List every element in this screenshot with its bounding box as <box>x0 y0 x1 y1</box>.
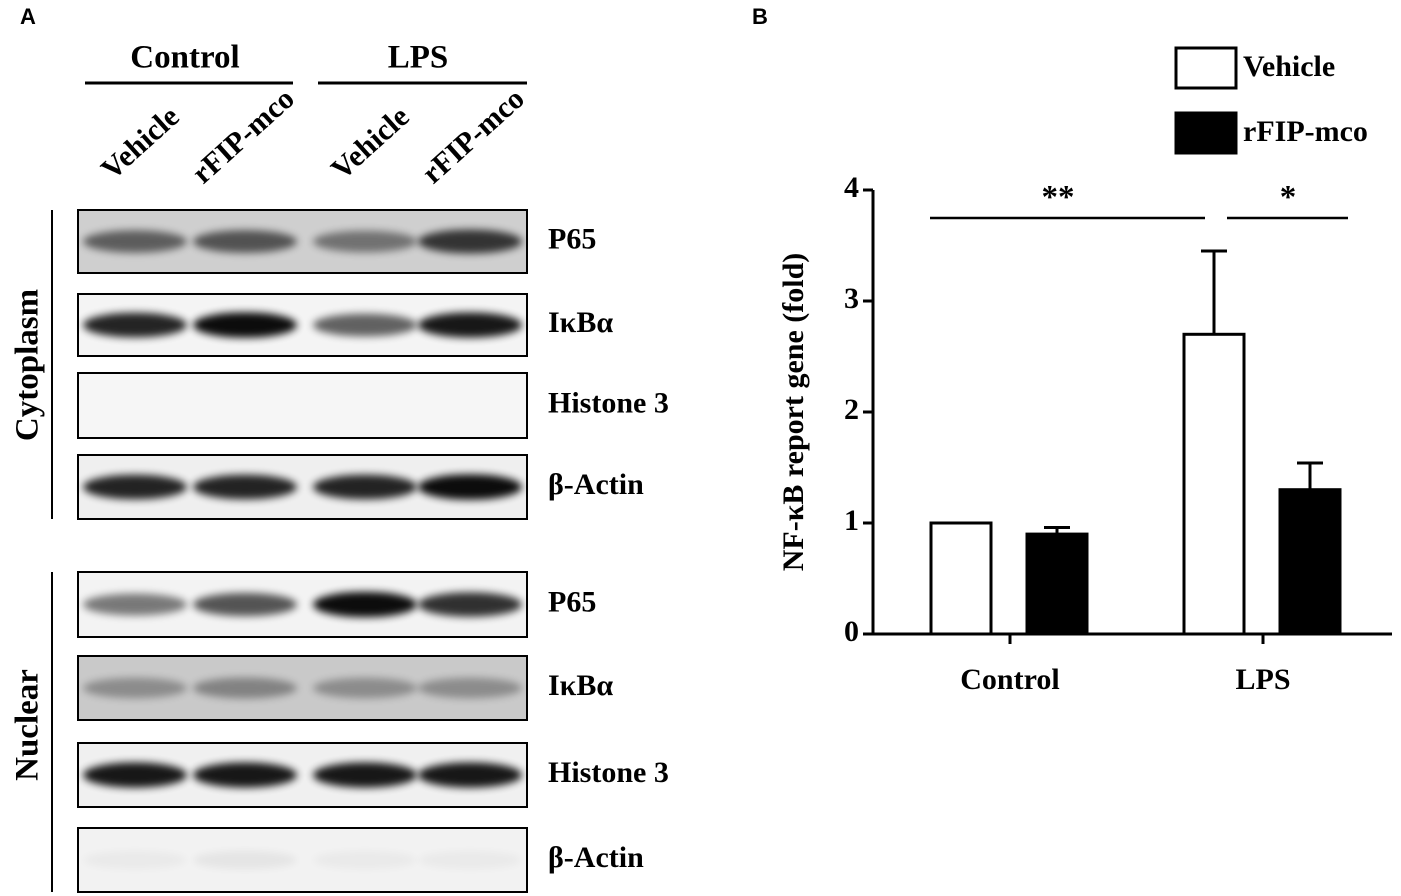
band <box>193 230 297 253</box>
lane-label: rFIP-mco <box>186 82 301 190</box>
band <box>193 474 297 500</box>
x-tick-label: LPS <box>1235 663 1290 696</box>
blot <box>77 372 528 439</box>
band <box>193 592 297 617</box>
bar <box>1182 332 1246 636</box>
band <box>313 313 417 337</box>
lane-label: rFIP-mco <box>416 82 531 190</box>
blot-label: P65 <box>548 222 596 255</box>
section-label: Nuclear <box>10 669 46 781</box>
band <box>193 762 297 788</box>
band <box>83 474 187 500</box>
blot-label: Histone 3 <box>548 756 669 789</box>
band <box>83 230 187 253</box>
blot-label: β-Actin <box>548 468 644 501</box>
significance: * <box>1280 180 1297 216</box>
band <box>313 591 417 618</box>
band <box>83 762 187 788</box>
bar <box>1025 532 1089 636</box>
band <box>193 677 297 699</box>
y-axis-label: NF-κB report gene (fold) <box>777 253 810 572</box>
legend-label: Vehicle <box>1243 50 1335 83</box>
band <box>193 850 297 870</box>
y-tick-label: 2 <box>844 393 859 426</box>
significance: ** <box>1042 180 1075 216</box>
lane-label: Vehicle <box>95 100 186 186</box>
blot-label: β-Actin <box>548 841 644 874</box>
band <box>313 230 417 253</box>
band <box>313 474 417 500</box>
band <box>418 229 522 254</box>
y-tick-label: 4 <box>844 171 859 204</box>
panel-label: B <box>752 4 768 29</box>
blot <box>77 827 528 893</box>
band <box>83 851 187 869</box>
lane-label: Vehicle <box>325 100 416 186</box>
band <box>83 312 187 338</box>
legend-swatch <box>1174 111 1238 155</box>
y-tick-label: 1 <box>844 504 859 537</box>
band <box>313 851 417 869</box>
group-label: LPS <box>388 40 449 76</box>
y-tick-label: 3 <box>844 282 859 315</box>
blot-label: IκBα <box>548 306 613 339</box>
x-tick-label: Control <box>960 663 1059 696</box>
y-tick-label: 0 <box>844 615 859 648</box>
band <box>418 592 522 617</box>
band <box>83 677 187 699</box>
bar <box>929 521 993 636</box>
legend-swatch <box>1174 46 1238 90</box>
band <box>418 312 522 338</box>
bar <box>1278 488 1342 636</box>
band <box>83 593 187 616</box>
band <box>418 851 522 869</box>
band <box>193 312 297 338</box>
band <box>418 474 522 500</box>
legend-label: rFIP-mco <box>1243 115 1368 148</box>
blot-label: Histone 3 <box>548 386 669 419</box>
section-label: Cytoplasm <box>10 289 46 441</box>
band <box>418 762 522 788</box>
band <box>313 762 417 788</box>
panel-label: A <box>20 4 36 29</box>
group-label: Control <box>130 40 239 76</box>
band <box>418 677 522 699</box>
blot-label: IκBα <box>548 669 613 702</box>
band <box>313 677 417 699</box>
blot-label: P65 <box>548 585 596 618</box>
